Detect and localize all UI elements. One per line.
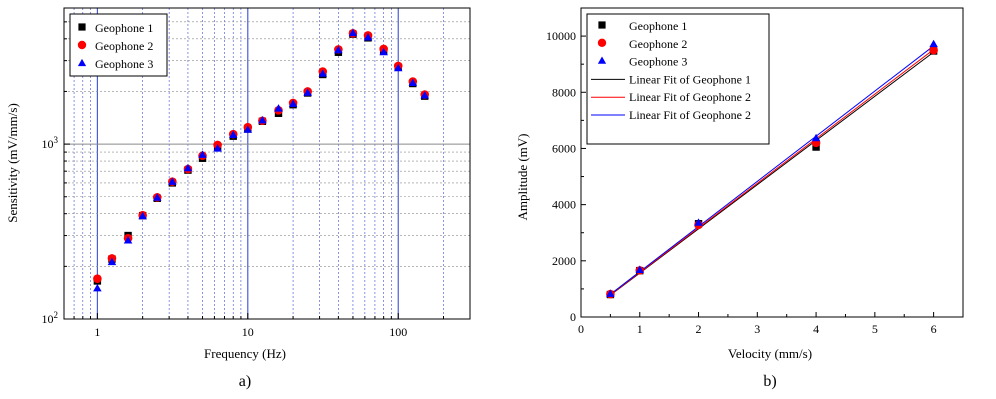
chart-b-fit-line xyxy=(610,51,934,296)
chart-b-point-geophone-3 xyxy=(811,133,821,142)
chart-a-legend: Geophone 1 Geophone 2 Geophone 3 xyxy=(69,13,168,77)
chart-a-y-tick-label: 102 xyxy=(42,310,59,326)
chart-b-caption: b) xyxy=(763,373,776,390)
chart-a-point-geophone-3 xyxy=(152,193,162,201)
chart-a-legend-marker xyxy=(78,23,86,31)
chart-b-legend: Geophone 1 Geophone 2 Geophone 3 Linear Fit… xyxy=(586,13,770,145)
chart-a-x-tick-label: 1 xyxy=(94,325,100,339)
chart-b-legend-label: Linear Fit of Geophone 1 xyxy=(629,72,751,86)
chart-a-point-geophone-3 xyxy=(420,91,429,99)
chart-b-ticks: 0 1 2 3 4 5 6 0 2000 4000 6000 8000 10000 xyxy=(546,29,937,336)
chart-a-point-geophone-3 xyxy=(379,47,388,56)
chart-a-x-tick-label: 10 xyxy=(242,325,254,339)
chart-a-legend-label: Geophone 1 xyxy=(95,21,153,35)
chart-b-legend-marker xyxy=(597,56,607,64)
chart-a-plot-frame xyxy=(63,7,471,320)
chart-b-fit-line xyxy=(610,45,934,295)
chart-a-point-geophone-3 xyxy=(107,257,117,266)
chart-b-x-axis-label: Velocity (mm/s) xyxy=(728,346,812,361)
chart-a-axes xyxy=(63,7,471,320)
chart-a-point-geophone-3 xyxy=(393,63,403,72)
chart-b-y-tick-label: 6000 xyxy=(552,141,576,155)
chart-b-fit-line xyxy=(610,49,934,296)
chart-a-legend-label: Geophone 2 xyxy=(95,39,153,53)
chart-b-y-tick-label: 0 xyxy=(570,310,576,324)
chart-b-x-tick-label: 6 xyxy=(931,322,937,336)
chart-b-point-geophone-3 xyxy=(635,265,645,273)
chart-b-legend-marker xyxy=(597,38,607,47)
chart-b-y-tick-label: 10000 xyxy=(546,29,576,43)
chart-b-legend-label: Linear Fit of Geophone 2 xyxy=(629,90,751,104)
chart-b-x-tick-label: 4 xyxy=(813,322,819,336)
chart-a-point-geophone-3 xyxy=(183,163,193,172)
chart-b-x-tick-label: 3 xyxy=(754,322,760,336)
chart-b-points xyxy=(606,39,938,299)
chart-b-point-geophone-2 xyxy=(929,45,938,55)
chart-a-point-geophone-3 xyxy=(168,177,177,185)
chart-a-point-geophone-3 xyxy=(363,33,373,41)
chart-b-fit-lines xyxy=(610,45,934,296)
chart-b-plot-frame xyxy=(580,7,964,318)
chart-a-point-geophone-3 xyxy=(243,125,253,133)
chart-b-legend-marker xyxy=(598,21,606,29)
chart-b-point-geophone-3 xyxy=(606,289,615,297)
chart-a-point-geophone-3 xyxy=(334,45,343,54)
chart-b-legend-label: Geophone 1 xyxy=(629,19,687,33)
chart-a-point-geophone-3 xyxy=(348,28,358,37)
chart-a-legend-label: Geophone 3 xyxy=(95,57,153,71)
chart-a-point-geophone-3 xyxy=(213,144,222,152)
chart-a-y-axis-label: Sensitivity (mV/mm/s) xyxy=(5,103,20,223)
chart-b-axes xyxy=(580,7,964,318)
chart-a-point-geophone-3 xyxy=(228,130,238,139)
chart-b-y-axis-label: Amplitude (mV) xyxy=(515,133,530,220)
chart-a-point-geophone-3 xyxy=(93,283,102,292)
chart-b-legend-label: Linear Fit of Geophone 2 xyxy=(629,108,751,122)
chart-a-point-geophone-3 xyxy=(138,211,147,220)
chart-a-point-geophone-3 xyxy=(258,115,267,124)
chart-a-point-geophone-3 xyxy=(123,235,133,244)
chart-b-x-tick-label: 5 xyxy=(872,322,878,336)
chart-a-caption: a) xyxy=(239,373,251,390)
chart-a-y-tick-label: 103 xyxy=(42,135,59,151)
chart-a-legend-marker xyxy=(77,40,87,50)
chart-b-y-tick-label: 8000 xyxy=(552,85,576,99)
chart-a-x-tick-label: 100 xyxy=(389,325,407,339)
chart-a-point-geophone-3 xyxy=(408,78,418,87)
chart-a-point-geophone-3 xyxy=(303,88,312,96)
chart-b-y-tick-label: 4000 xyxy=(552,198,576,212)
chart-b: 0 1 2 3 4 5 6 0 2000 4000 6000 8000 10000 Geophone 1… xyxy=(515,7,964,390)
chart-a-point-geophone-3 xyxy=(288,99,298,107)
chart-b-legend-label: Geophone 2 xyxy=(629,37,687,51)
chart-a-points xyxy=(93,28,430,292)
chart-b-x-tick-label: 0 xyxy=(578,322,584,336)
chart-a-point-geophone-3 xyxy=(274,104,283,112)
chart-b-x-tick-label: 1 xyxy=(637,322,643,336)
chart-b-y-tick-label: 2000 xyxy=(552,254,576,268)
chart-b-x-tick-label: 2 xyxy=(696,322,702,336)
chart-a-point-geophone-3 xyxy=(198,150,207,158)
chart-b-point-geophone-3 xyxy=(694,218,703,226)
chart-a-x-axis-label: Frequency (Hz) xyxy=(204,346,286,361)
chart-b-legend-label: Geophone 3 xyxy=(629,55,687,69)
chart-b-point-geophone-3 xyxy=(929,39,938,48)
chart-a-point-geophone-2 xyxy=(93,274,102,283)
chart-a-ticks: 1 10 100 102 103 xyxy=(42,7,471,339)
chart-a-point-geophone-3 xyxy=(318,69,328,77)
chart-a-legend-marker xyxy=(77,58,87,67)
